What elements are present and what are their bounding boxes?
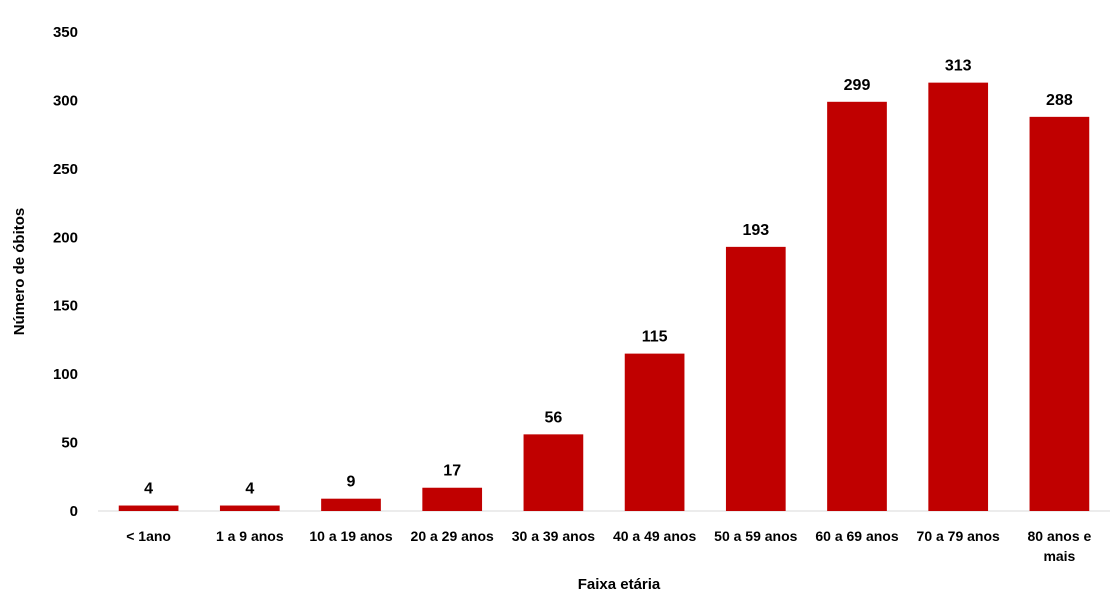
bar xyxy=(118,505,179,511)
x-axis-category-labels: < 1ano 1 a 9 anos 10 a 19 anos 20 a 29 anos… xyxy=(126,528,1091,564)
data-labels: 4 4 9 17 56 115 193 299 313 288 xyxy=(144,58,1073,498)
y-tick-label: 300 xyxy=(53,92,78,109)
bar xyxy=(219,505,280,511)
y-tick-label: 200 xyxy=(53,229,78,246)
data-label: 4 xyxy=(245,481,254,498)
x-tick-label: 30 a 39 anos xyxy=(512,528,595,544)
bars xyxy=(118,82,1090,511)
bar xyxy=(523,434,584,511)
y-tick-label: 350 xyxy=(53,24,78,41)
data-label: 17 xyxy=(443,463,461,480)
x-axis-title: Faixa etária xyxy=(578,576,661,593)
y-axis-title: Número de óbitos xyxy=(11,208,28,336)
x-tick-label: 60 a 69 anos xyxy=(815,528,898,544)
y-tick-label: 250 xyxy=(53,161,78,178)
x-tick-label: 20 a 29 anos xyxy=(411,528,494,544)
y-tick-label: 50 xyxy=(61,435,78,452)
bar xyxy=(725,246,786,511)
y-axis-ticks: 0 50 100 150 200 250 300 350 xyxy=(53,24,78,520)
data-label: 9 xyxy=(347,474,356,491)
data-label: 299 xyxy=(844,77,871,94)
x-tick-label: < 1ano xyxy=(126,528,171,544)
bar xyxy=(422,487,483,511)
x-tick-label: 80 anos e mais xyxy=(1027,528,1091,564)
bar xyxy=(1029,116,1090,511)
data-label: 288 xyxy=(1046,92,1073,109)
x-tick-label: 1 a 9 anos xyxy=(216,528,284,544)
data-label: 56 xyxy=(545,409,563,426)
x-tick-label: 50 a 59 anos xyxy=(714,528,797,544)
bar xyxy=(827,101,887,511)
x-tick-label: 10 a 19 anos xyxy=(309,528,392,544)
bar xyxy=(928,82,989,511)
y-tick-label: 0 xyxy=(70,503,78,520)
bar xyxy=(624,353,685,511)
y-tick-label: 100 xyxy=(53,366,78,383)
bar xyxy=(321,498,381,511)
data-label: 4 xyxy=(144,481,153,498)
data-label: 313 xyxy=(945,58,972,75)
data-label: 193 xyxy=(742,222,769,239)
x-tick-label: 40 a 49 anos xyxy=(613,528,696,544)
y-tick-label: 150 xyxy=(53,298,78,315)
data-label: 115 xyxy=(642,329,668,346)
x-tick-label: 70 a 79 anos xyxy=(917,528,1000,544)
